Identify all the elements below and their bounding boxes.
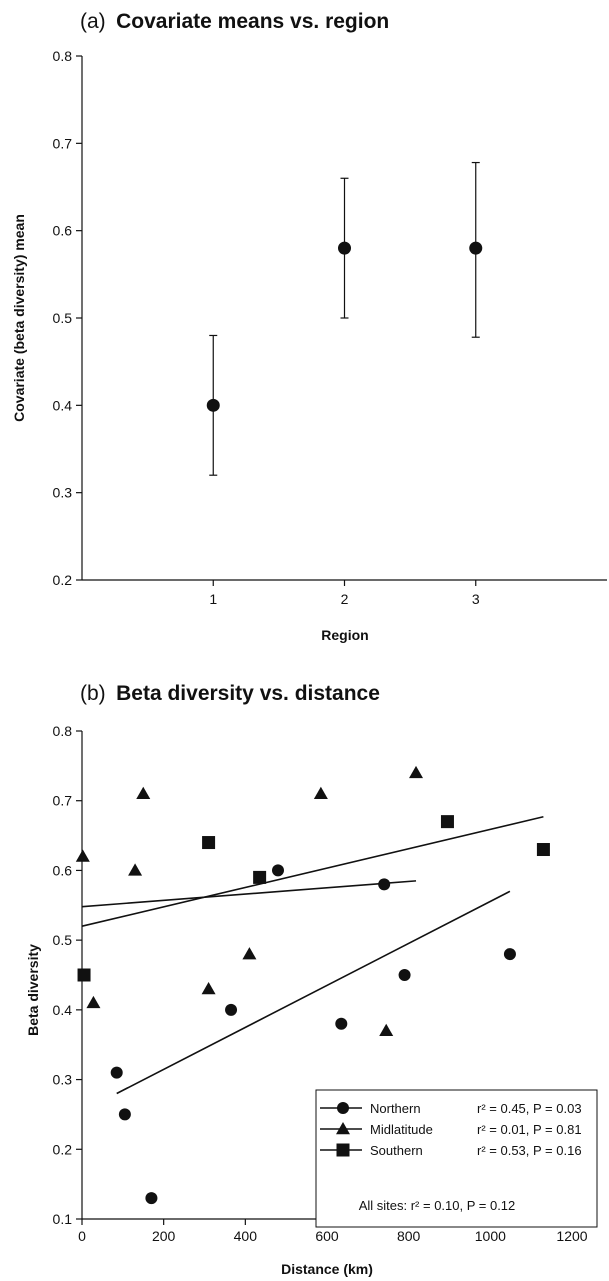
point-northern bbox=[110, 1066, 123, 1079]
panel-b-xtick-label: 600 bbox=[315, 1228, 339, 1244]
point-southern bbox=[77, 968, 91, 982]
point-northern bbox=[335, 1017, 348, 1030]
panel-b-ytick-label: 0.1 bbox=[53, 1211, 73, 1227]
panel-b-ytick-label: 0.2 bbox=[53, 1141, 73, 1157]
legend-annotation: All sites: r² = 0.10, P = 0.12 bbox=[359, 1198, 516, 1213]
panel-a-point-group bbox=[338, 177, 351, 319]
panel-a-ytick-label: 0.2 bbox=[53, 572, 73, 588]
point-northern bbox=[145, 1192, 158, 1205]
legend-marker-northern bbox=[337, 1102, 349, 1114]
panel-a-xtick-label: 2 bbox=[341, 591, 349, 607]
panel-b-xtick-label: 800 bbox=[397, 1228, 421, 1244]
panel-b-xtick-label: 200 bbox=[152, 1228, 176, 1244]
point-southern bbox=[536, 843, 550, 857]
panel-a-ytick-label: 0.7 bbox=[53, 135, 73, 151]
fit-line-southern bbox=[81, 815, 544, 927]
panel-a-point bbox=[469, 241, 483, 255]
panel-b-xtick-label: 1000 bbox=[475, 1228, 506, 1244]
panel-a-ylabel: Covariate (beta diversity) mean bbox=[11, 214, 27, 422]
point-midlatitude bbox=[128, 863, 143, 876]
panel-a-ytick-label: 0.5 bbox=[53, 310, 73, 326]
point-midlatitude bbox=[86, 995, 101, 1009]
panel-b-xlabel: Distance (km) bbox=[281, 1261, 373, 1277]
panel-b: (b) Beta diversity vs. distance 0.1 0.2 0.… bbox=[25, 682, 598, 1277]
point-midlatitude bbox=[409, 765, 424, 779]
panel-a-letter: (a) bbox=[80, 10, 106, 33]
point-northern bbox=[272, 864, 284, 877]
panel-a-marks bbox=[206, 161, 483, 476]
panel-a-point-group bbox=[206, 334, 220, 476]
legend-stat-midlatitude: r² = 0.01, P = 0.81 bbox=[477, 1122, 582, 1137]
legend-rows: Northern r² = 0.45, P = 0.03 Midlatitude r²… bbox=[320, 1101, 582, 1158]
panel-a: (a) Covariate means vs. region 0.2 0.3 0.4… bbox=[11, 10, 607, 643]
fit-line-northern bbox=[116, 890, 511, 1095]
legend-label-southern: Southern bbox=[370, 1143, 423, 1158]
point-midlatitude bbox=[313, 786, 328, 799]
panel-b-letter: (b) bbox=[80, 682, 106, 705]
panel-a-point bbox=[338, 241, 351, 255]
panel-a-title-text: Covariate means vs. region bbox=[116, 10, 389, 33]
panel-b-title-text: Beta diversity vs. distance bbox=[116, 682, 380, 705]
panel-a-title: (a) Covariate means vs. region bbox=[80, 10, 389, 33]
panel-b-ytick-label: 0.6 bbox=[53, 862, 73, 878]
fit-line-midlatitude bbox=[81, 880, 417, 908]
panel-b-ytick-label: 0.5 bbox=[53, 932, 73, 948]
panel-a-ytick-label: 0.8 bbox=[53, 48, 73, 64]
legend-marker-midlatitude bbox=[336, 1122, 350, 1135]
panel-a-ytick-label: 0.6 bbox=[53, 223, 73, 239]
panel-b-xtick-label: 400 bbox=[234, 1228, 258, 1244]
point-northern bbox=[503, 948, 516, 961]
panel-a-xlabel: Region bbox=[321, 627, 368, 643]
panel-b-xtick-label: 1200 bbox=[556, 1228, 587, 1244]
panel-a-ytick-label: 0.3 bbox=[53, 485, 73, 501]
legend-stat-southern: r² = 0.53, P = 0.16 bbox=[477, 1143, 582, 1158]
panel-b-ytick-label: 0.3 bbox=[53, 1072, 73, 1088]
panel-a-xtick-label: 1 bbox=[209, 591, 217, 607]
point-midlatitude bbox=[379, 1023, 394, 1037]
legend: Northern r² = 0.45, P = 0.03 Midlatitude r²… bbox=[315, 1089, 598, 1228]
point-southern bbox=[202, 836, 216, 850]
panel-a-point bbox=[206, 398, 220, 412]
point-southern bbox=[440, 815, 454, 829]
point-northern bbox=[378, 878, 391, 891]
point-southern bbox=[253, 870, 267, 884]
panel-a-ytick-label: 0.4 bbox=[53, 397, 73, 413]
legend-stat-northern: r² = 0.45, P = 0.03 bbox=[477, 1101, 582, 1116]
point-midlatitude bbox=[201, 981, 216, 995]
panel-b-marks bbox=[75, 765, 550, 1205]
panel-a-xtick-label: 3 bbox=[472, 591, 480, 607]
legend-label-midlatitude: Midlatitude bbox=[370, 1122, 433, 1137]
point-northern bbox=[398, 969, 411, 981]
legend-box bbox=[315, 1089, 598, 1228]
panel-b-fit-lines bbox=[81, 815, 544, 1095]
point-northern bbox=[118, 1108, 131, 1121]
panel-b-ylabel: Beta diversity bbox=[25, 944, 41, 1036]
panel-a-axes: 0.2 0.3 0.4 0.5 0.6 0.7 0.8 1 2 3 bbox=[53, 48, 607, 607]
panel-b-xtick-label: 0 bbox=[78, 1228, 86, 1244]
panel-b-ytick-label: 0.4 bbox=[53, 1002, 73, 1018]
panel-b-title: (b) Beta diversity vs. distance bbox=[80, 682, 380, 705]
point-northern bbox=[225, 1003, 238, 1016]
point-midlatitude bbox=[242, 947, 257, 960]
panel-b-ytick-label: 0.7 bbox=[53, 793, 73, 809]
panel-b-ytick-label: 0.8 bbox=[53, 723, 73, 739]
legend-marker-southern bbox=[336, 1143, 350, 1157]
legend-label-northern: Northern bbox=[370, 1101, 421, 1116]
point-midlatitude bbox=[75, 849, 90, 862]
panel-a-point-group bbox=[469, 161, 483, 338]
point-midlatitude bbox=[136, 786, 151, 799]
